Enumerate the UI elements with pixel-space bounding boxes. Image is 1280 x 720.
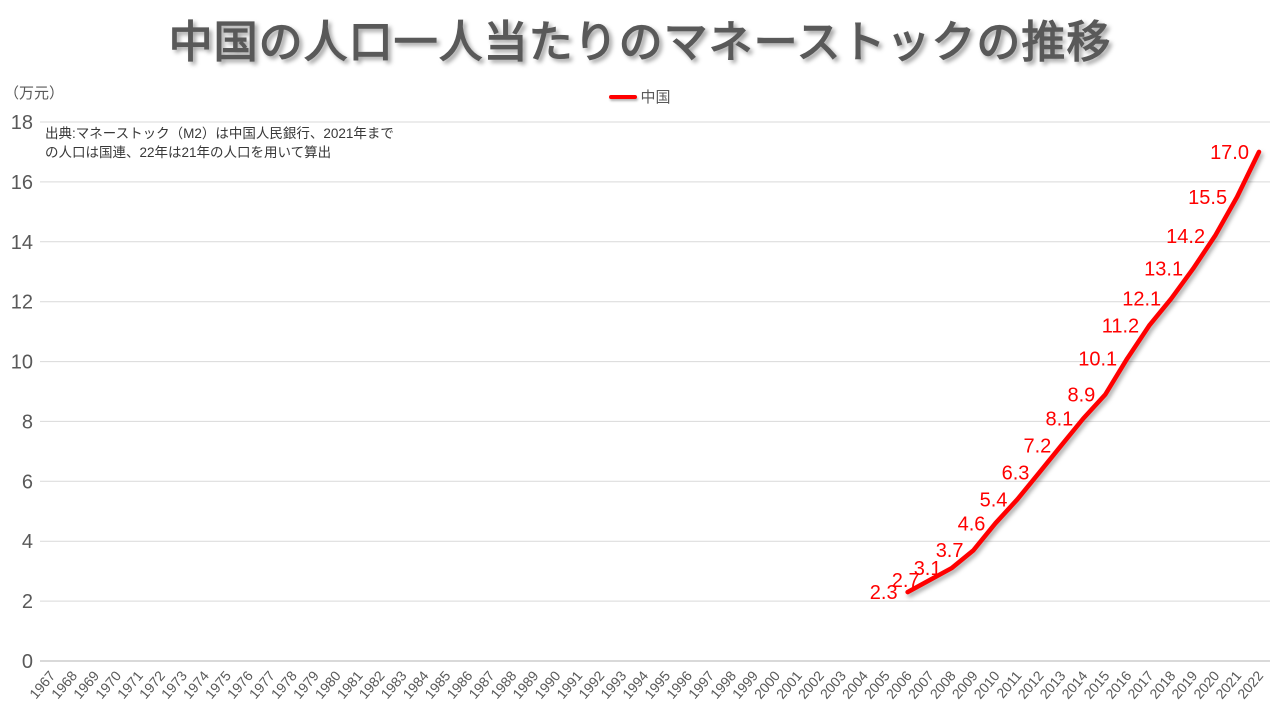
data-label: 13.1	[1144, 259, 1183, 281]
data-label: 2.3	[870, 582, 898, 604]
data-label: 12.1	[1122, 289, 1161, 311]
data-label: 3.7	[936, 540, 964, 562]
y-tick-label: 8	[22, 411, 33, 433]
data-label: 8.9	[1067, 385, 1095, 407]
y-tick-label: 2	[22, 591, 33, 613]
source-note-line2: の人口は国連、22年は21年の人口を用いて算出	[45, 145, 332, 160]
data-label: 3.1	[914, 558, 942, 580]
y-tick-label: 16	[11, 172, 33, 194]
y-tick-label: 14	[11, 232, 33, 254]
data-label: 2.7	[892, 570, 920, 592]
data-label: 7.2	[1023, 435, 1051, 457]
data-label: 4.6	[958, 513, 986, 535]
source-note: 出典:マネーストック（M2）は中国人民銀行、2021年まで の人口は国連、22年…	[45, 124, 394, 162]
data-label: 11.2	[1102, 316, 1139, 338]
series-line	[905, 149, 1262, 595]
y-axis-unit-label: （万元）	[4, 85, 65, 102]
y-tick-label: 10	[11, 352, 33, 374]
data-label: 5.4	[980, 489, 1008, 511]
y-tick-label: 18	[11, 112, 33, 134]
data-label: 6.3	[1002, 462, 1030, 484]
source-note-line1: 出典:マネーストック（M2）は中国人民銀行、2021年まで	[45, 126, 394, 141]
data-label: 17.0	[1210, 142, 1249, 164]
data-label: 15.5	[1188, 187, 1227, 209]
chart-title: 中国の人口一人当たりのマネーストックの推移	[168, 18, 1112, 67]
y-tick-label: 6	[22, 471, 33, 493]
y-tick-label: 0	[22, 651, 33, 673]
y-tick-label: 4	[22, 531, 33, 553]
y-tick-label: 12	[11, 292, 33, 314]
x-tick-label: 2022	[1234, 667, 1266, 701]
data-label: 10.1	[1078, 349, 1117, 371]
data-label: 8.1	[1045, 409, 1073, 431]
data-label: 14.2	[1166, 226, 1205, 248]
